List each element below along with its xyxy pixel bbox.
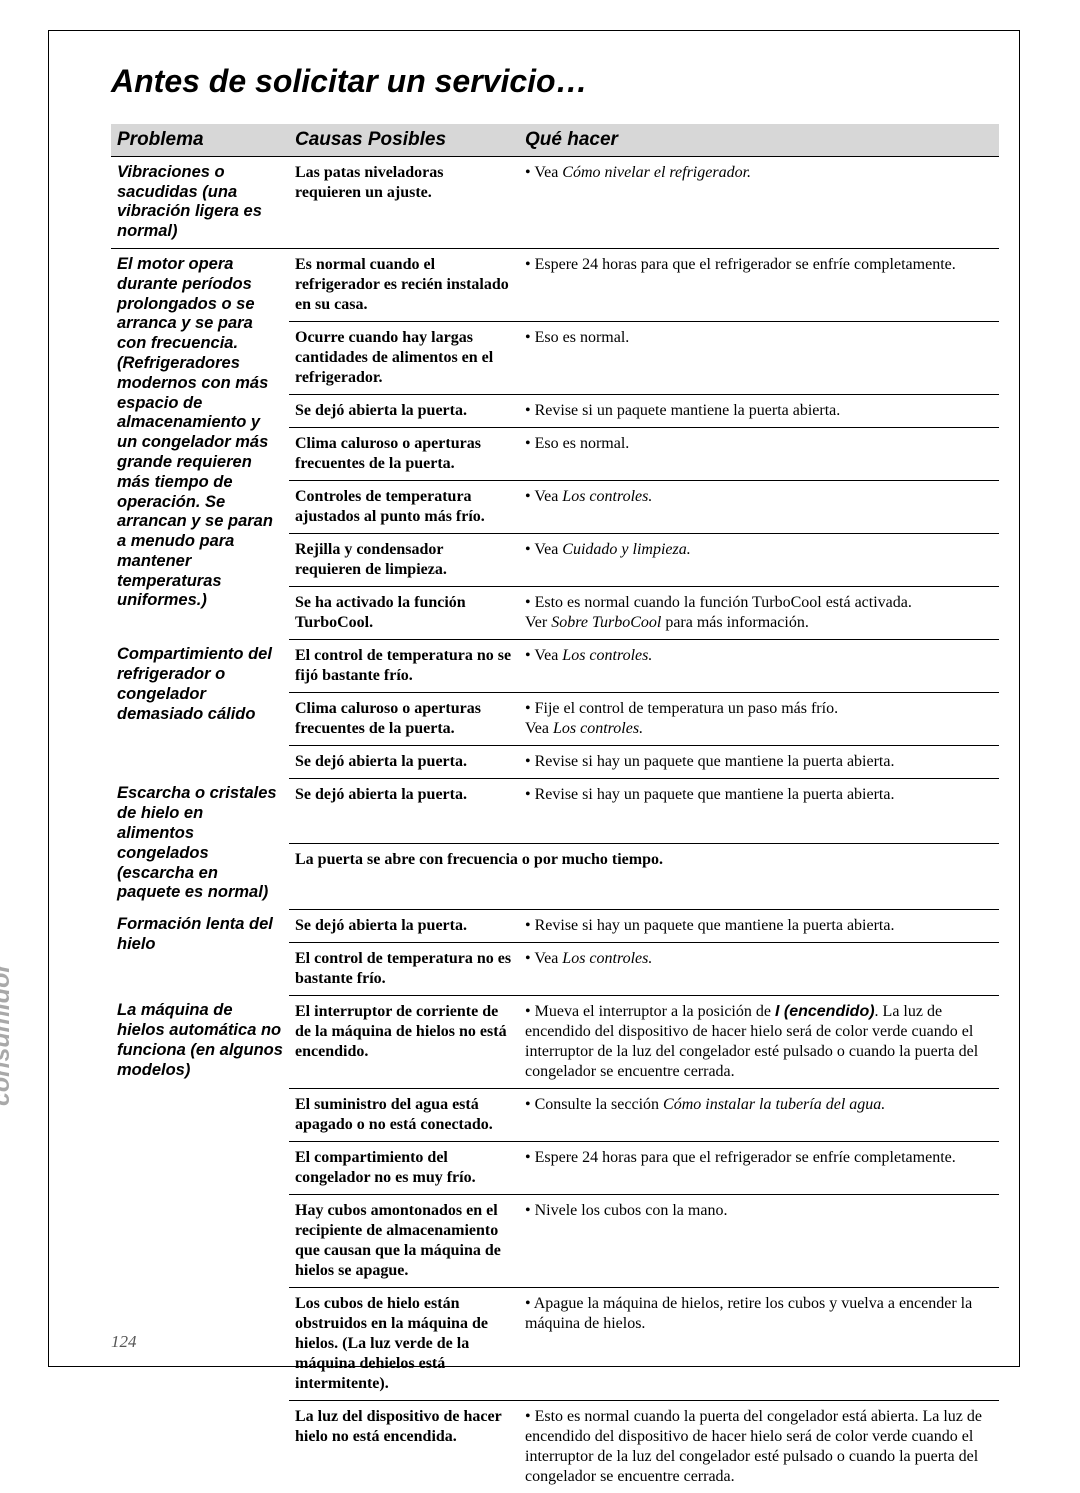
todo-cell: Apague la máquina de hielos, retire los … [519,1287,999,1400]
cause-cell: Se dejó abierta la puerta. [289,778,519,843]
text: para más información. [661,614,809,631]
cause-cell: El control de temperatura no es bastante… [289,942,519,995]
text-italic: Los controles. [553,720,643,737]
todo-cell: Consulte la sección Cómo instalar la tub… [519,1088,999,1141]
todo-cell: Revise si hay un paquete que mantiene la… [519,909,999,942]
text: Nivele los cubos con la mano. [525,1202,727,1219]
text: Revise si hay un paquete que mantiene la… [525,917,894,934]
cause-cell: Controles de temperatura ajustados al pu… [289,480,519,533]
content-frame: Antes de solicitar un servicio… Problema… [48,30,1020,1367]
text: Vea [534,488,562,505]
cause-cell: Hay cubos amontonados en el recipiente d… [289,1194,519,1287]
cause-cell: El compartimiento del congelador no es m… [289,1141,519,1194]
text: Consulte la sección [535,1096,663,1113]
cause-cell: Rejilla y condensador requieren de limpi… [289,533,519,586]
page: Seguridad Operación Instalación Solucion… [0,0,1080,1397]
problem-cell: Vibraciones o sacudidas (una vibración l… [111,156,289,248]
table-row: Compartimiento del refrigerador o congel… [111,639,999,692]
text: Eso es normal. [525,435,629,452]
text-italic: Cuidado y limpieza. [562,541,690,558]
todo-cell: Espere 24 horas para que el refrigerador… [519,1141,999,1194]
text: Espere 24 horas para que el refrigerador… [525,1149,956,1166]
problem-cell: Formación lenta del hielo [111,909,289,995]
todo-cell: Nivele los cubos con la mano. [519,1194,999,1287]
text: Ver [525,614,551,631]
table-row: El motor opera durante períodos prolonga… [111,248,999,321]
todo-cell: Eso es normal. [519,321,999,394]
cause-cell: Es normal cuando el refrigerador es reci… [289,248,519,321]
cause-cell: Clima caluroso o aperturas frecuentes de… [289,692,519,745]
todo-cell: Mueva el interruptor a la posición de I … [519,995,999,1088]
text: Vea [534,647,562,664]
header-problem: Problema [111,124,289,156]
cause-cell: El control de temperatura no se fijó bas… [289,639,519,692]
table-row: Formación lenta del hielo Se dejó abiert… [111,909,999,942]
cause-cell: Clima caluroso o aperturas frecuentes de… [289,427,519,480]
text: Vea [525,720,553,737]
todo-cell: Vea Los controles. [519,480,999,533]
text: Vea [534,541,562,558]
cause-cell: La puerta se abre con frecuencia o por m… [289,844,999,909]
text-italic: Los controles. [562,488,652,505]
header-todo: Qué hacer [519,124,999,156]
todo-cell: Revise si hay un paquete que mantiene la… [519,745,999,778]
cause-cell: El suministro del agua está apagado o no… [289,1088,519,1141]
text: Vea [534,950,562,967]
cause-cell: Se dejó abierta la puerta. [289,394,519,427]
text: Esto es normal cuando la función TurboCo… [525,594,912,611]
troubleshooting-table: Problema Causas Posibles Qué hacer Vibra… [111,124,999,1493]
text-italic: Los controles. [562,647,652,664]
table-row: La máquina de hielos automática no funci… [111,995,999,1088]
cause-cell: Se dejó abierta la puerta. [289,909,519,942]
table-row: Vibraciones o sacudidas (una vibración l… [111,156,999,248]
text-italic: Cómo instalar la tubería del agua. [663,1096,885,1113]
cause-cell: Ocurre cuando hay largas cantidades de a… [289,321,519,394]
text-bold: I (encendido) [775,1003,875,1020]
cause-cell: Las patas niveladoras requieren un ajust… [289,156,519,248]
page-title: Antes de solicitar un servicio… [49,31,1019,124]
todo-cell: Eso es normal. [519,427,999,480]
todo-cell: Revise si un paquete mantiene la puerta … [519,394,999,427]
problem-cell: El motor opera durante períodos prolonga… [111,248,289,639]
text: Mueva el interruptor a la posición de [535,1003,775,1020]
todo-cell: Espere 24 horas para que el refrigerador… [519,248,999,321]
text-italic: Cómo nivelar el refrigerador. [562,164,751,181]
todo-cell: Esto es normal cuando la función TurboCo… [519,586,999,639]
todo-cell: Revise si hay un paquete que mantiene la… [519,778,999,843]
text: Vea [534,164,562,181]
text: Revise si hay un paquete que mantiene la… [525,786,894,803]
text: Fije el control de temperatura un paso m… [525,700,838,717]
todo-cell: Fije el control de temperatura un paso m… [519,692,999,745]
todo-cell: Vea Cuidado y limpieza. [519,533,999,586]
text: Espere 24 horas para que el refrigerador… [525,256,956,273]
text-italic: Los controles. [562,950,652,967]
problem-cell: Escarcha o cristales de hielo en aliment… [111,778,289,909]
text: Esto es normal cuando la puerta del cong… [525,1408,982,1485]
todo-cell: Vea Cómo nivelar el refrigerador. [519,156,999,248]
header-cause: Causas Posibles [289,124,519,156]
todo-cell: Vea Los controles. [519,942,999,995]
cause-cell: Se dejó abierta la puerta. [289,745,519,778]
page-number: 124 [111,1332,137,1352]
text: Revise si un paquete mantiene la puerta … [525,402,840,419]
cause-cell: Se ha activado la función TurboCool. [289,586,519,639]
text: Eso es normal. [525,329,629,346]
table-row: Escarcha o cristales de hielo en aliment… [111,778,999,843]
cause-cell: La luz del dispositivo de hacer hielo no… [289,1400,519,1493]
content: Problema Causas Posibles Qué hacer Vibra… [49,124,1019,1493]
text: Revise si hay un paquete que mantiene la… [525,753,894,770]
problem-cell: La máquina de hielos automática no funci… [111,995,289,1493]
text: Apague la máquina de hielos, retire los … [525,1295,972,1332]
todo-cell: Vea Los controles. [519,639,999,692]
problem-cell: Compartimiento del refrigerador o congel… [111,639,289,778]
cause-cell: Los cubos de hielo están obstruidos en l… [289,1287,519,1400]
todo-cell: Esto es normal cuando la puerta del cong… [519,1400,999,1493]
cause-cell: El interruptor de corriente de de la máq… [289,995,519,1088]
table-header-row: Problema Causas Posibles Qué hacer [111,124,999,156]
text-italic: Sobre TurboCool [551,614,661,631]
